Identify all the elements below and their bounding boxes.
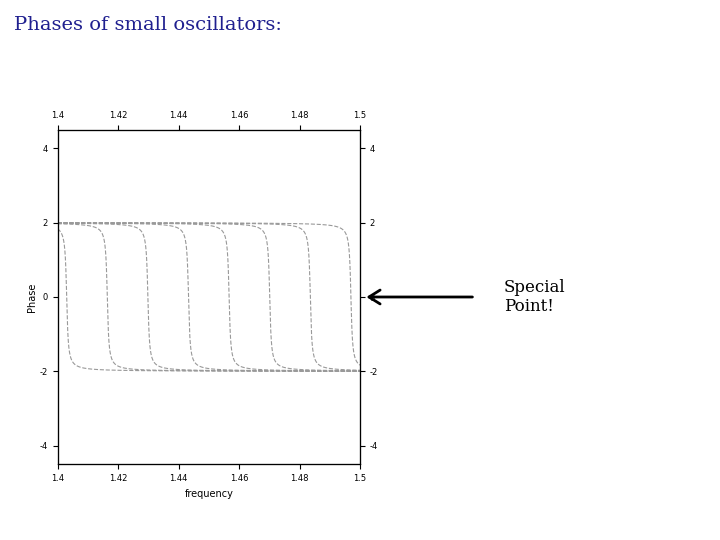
X-axis label: frequency: frequency <box>184 489 233 498</box>
Text: Special
Point!: Special Point! <box>504 279 566 315</box>
Text: Phases of small oscillators:: Phases of small oscillators: <box>14 16 282 34</box>
Y-axis label: Phase: Phase <box>27 282 37 312</box>
